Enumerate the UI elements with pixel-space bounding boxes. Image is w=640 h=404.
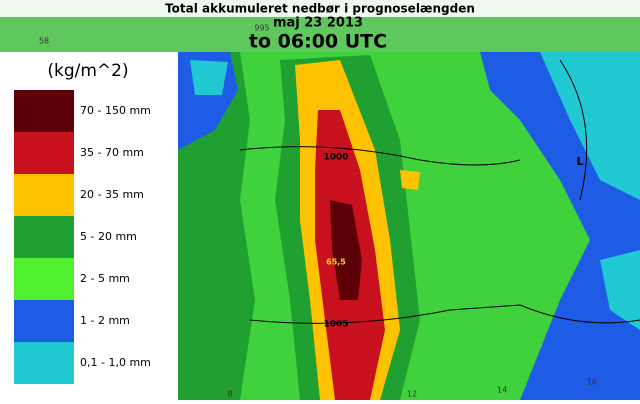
- legend-unit: (kg/m^2): [47, 61, 128, 81]
- title-bar: [0, 0, 640, 17]
- map-field: [190, 60, 228, 95]
- legend-label: 70 - 150 mm: [80, 104, 151, 117]
- legend-swatch: [14, 90, 74, 132]
- pressure-label: 1005: [323, 320, 348, 330]
- legend-label: 5 - 20 mm: [80, 230, 137, 243]
- legend-swatch: [14, 174, 74, 216]
- legend-label: 20 - 35 mm: [80, 188, 144, 201]
- isobar: [559, 59, 588, 201]
- isobar: [249, 304, 640, 324]
- low-label: L: [576, 155, 583, 168]
- legend-label: 1 - 2 mm: [80, 314, 130, 327]
- longitude-label: 14: [497, 386, 507, 395]
- map-field: [400, 170, 420, 190]
- longitude-label: 16: [587, 378, 597, 387]
- legend-label: 0,1 - 1,0 mm: [80, 356, 151, 369]
- legend-label: 2 - 5 mm: [80, 272, 130, 285]
- valid-time: to 06:00 UTC: [249, 31, 387, 53]
- isobar: [239, 146, 521, 166]
- title: Total akkumuleret nedbør i prognoselængd…: [165, 2, 475, 16]
- longitude-label: 12: [407, 390, 417, 399]
- map-field: [330, 200, 362, 300]
- date: maj 23 2013: [273, 16, 363, 31]
- legend-swatch: [14, 300, 74, 342]
- pressure-label: 995: [254, 24, 269, 33]
- legend-swatch: [14, 342, 74, 384]
- map-field: [600, 250, 640, 330]
- legend-swatch: [14, 258, 74, 300]
- legend-swatch: [14, 132, 74, 174]
- latitude-label: 58: [39, 37, 49, 46]
- pressure-label: 1000: [323, 153, 348, 163]
- map-field: [540, 52, 640, 200]
- max-value-label: 65,5: [326, 258, 346, 267]
- legend: 70 - 150 mm 35 - 70 mm 20 - 35 mm 5 - 20 mm…: [14, 90, 151, 384]
- longitude-label: 8: [227, 390, 232, 399]
- legend-label: 35 - 70 mm: [80, 146, 144, 159]
- legend-swatch: [14, 216, 74, 258]
